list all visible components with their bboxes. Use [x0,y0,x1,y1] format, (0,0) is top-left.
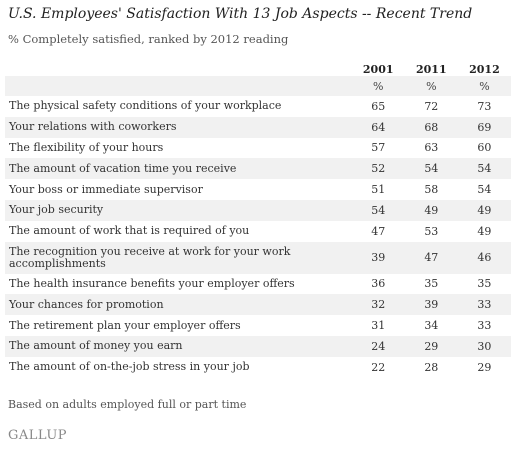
value-cell-2012: 35 [477,277,492,291]
row-label: Your chances for promotion [5,294,352,316]
value-cell-2012: 69 [457,116,511,138]
unit-cell: % [404,76,458,96]
table-row: Your chances for promotion 32 39 33 [5,294,511,316]
value-cell-2012: 49 [457,199,511,221]
value-cell-2011: 63 [424,141,439,155]
row-label: The physical safety conditions of your w… [9,99,282,113]
value-cell-2001: 47 [371,224,386,238]
value-cell-2012: 33 [457,294,511,316]
unit-blank [5,76,352,96]
value-cell-2001: 51 [371,183,386,197]
value-cell-2011: 39 [404,294,458,316]
row-label: The amount of vacation time you receive [5,158,352,180]
value-cell-2001: 31 [371,319,386,333]
value-cell-2012: 54 [457,158,511,180]
data-table: 2001 2011 2012 % % % The physical safety… [5,58,511,378]
row-label: The health insurance benefits your emplo… [9,276,295,290]
value-cell-2011: 47 [404,241,458,274]
value-cell-2001: 32 [351,294,405,316]
table-row: The amount of money you earn 24 29 30 [5,335,511,357]
value-cell-2001: 57 [371,141,386,155]
value-cell-2012: 46 [457,241,511,274]
table-row: Your boss or immediate supervisor 51 58 54 [5,179,511,200]
unit-header-row: % % % [5,76,511,96]
row-label: The amount of work that is required of y… [9,224,250,238]
table-body: The physical safety conditions of your w… [5,96,511,378]
table-row: The physical safety conditions of your w… [5,96,511,117]
value-cell-2011: 34 [424,319,439,333]
value-cell-2011: 54 [404,158,458,180]
value-cell-2012: 49 [477,224,492,238]
value-cell-2001: 54 [351,199,405,221]
row-label: The retirement plan your employer offers [9,318,241,332]
value-cell-2012: 60 [477,141,492,155]
year-header-2011: 2011 [416,63,447,76]
value-cell-2011: 53 [424,224,439,238]
row-label: Your boss or immediate supervisor [9,182,203,196]
table-row: The amount of vacation time you receive 5… [5,158,511,180]
table-row: The amount of work that is required of y… [5,221,511,242]
table-row: The amount of on-the-job stress in your … [5,357,511,378]
value-cell-2011: 72 [424,99,439,113]
table-row: Your relations with coworkers 64 68 69 [5,116,511,138]
header-blank [5,58,352,76]
table-row: Your job security 54 49 49 [5,199,511,221]
row-label: Your relations with coworkers [5,116,352,138]
value-cell-2001: 22 [371,360,386,374]
value-cell-2011: 68 [404,116,458,138]
row-label: The amount of on-the-job stress in your … [9,360,250,374]
footnote: Based on adults employed full or part ti… [8,398,247,411]
year-header-2012: 2012 [469,63,500,76]
value-cell-2011: 28 [424,360,439,374]
table-row: The retirement plan your employer offers… [5,315,511,336]
row-label: Your job security [5,199,352,221]
value-cell-2011: 58 [424,183,439,197]
row-label: The amount of money you earn [5,335,352,357]
value-cell-2001: 24 [351,335,405,357]
row-label: The recognition you receive at work for … [5,241,352,274]
table-row: The flexibility of your hours 57 63 60 [5,138,511,159]
value-cell-2012: 54 [477,183,492,197]
value-cell-2001: 39 [351,241,405,274]
row-label: The flexibility of your hours [9,140,164,154]
table-row: The health insurance benefits your emplo… [5,274,511,295]
chart-subtitle: % Completely satisfied, ranked by 2012 r… [8,32,289,46]
value-cell-2012: 29 [477,360,492,374]
value-cell-2012: 73 [477,99,492,113]
value-cell-2011: 49 [404,199,458,221]
value-cell-2012: 33 [477,319,492,333]
value-cell-2001: 36 [371,277,386,291]
value-cell-2001: 65 [371,99,386,113]
year-header-row: 2001 2011 2012 [5,58,511,76]
unit-cell: % [351,76,405,96]
unit-cell: % [457,76,511,96]
year-header-2001: 2001 [362,63,394,76]
value-cell-2012: 30 [457,335,511,357]
value-cell-2001: 64 [351,116,405,138]
value-cell-2001: 52 [351,158,405,180]
chart-title: U.S. Employees' Satisfaction With 13 Job… [8,6,473,22]
value-cell-2011: 35 [424,277,439,291]
table-row: The recognition you receive at work for … [5,241,511,274]
value-cell-2011: 29 [404,335,458,357]
gallup-logo: GALLUP [8,428,68,443]
